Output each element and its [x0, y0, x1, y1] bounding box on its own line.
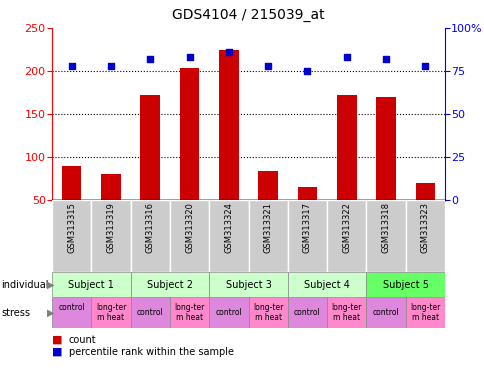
- Bar: [326, 200, 365, 272]
- Text: GSM313318: GSM313318: [381, 202, 390, 253]
- Point: [107, 63, 115, 69]
- Bar: [376, 97, 395, 200]
- Bar: [52, 297, 91, 328]
- Bar: [130, 272, 209, 297]
- Point: [342, 54, 350, 60]
- Bar: [287, 272, 365, 297]
- Text: GSM313321: GSM313321: [263, 202, 272, 253]
- Text: ■: ■: [52, 347, 62, 357]
- Point: [421, 63, 428, 69]
- Text: ▶: ▶: [47, 280, 54, 290]
- Text: long-ter
m heat: long-ter m heat: [174, 303, 204, 322]
- Bar: [209, 200, 248, 272]
- Bar: [91, 297, 130, 328]
- Bar: [91, 200, 130, 272]
- Text: count: count: [69, 335, 96, 345]
- Text: long-ter
m heat: long-ter m heat: [409, 303, 439, 322]
- Bar: [365, 297, 405, 328]
- Text: Subject 1: Subject 1: [68, 280, 114, 290]
- Text: GSM313324: GSM313324: [224, 202, 233, 253]
- Point: [68, 63, 76, 69]
- Bar: [415, 183, 434, 200]
- Bar: [169, 297, 209, 328]
- Bar: [130, 297, 169, 328]
- Text: GSM313319: GSM313319: [106, 202, 115, 253]
- Point: [185, 54, 193, 60]
- Bar: [287, 200, 326, 272]
- Point: [303, 68, 311, 74]
- Text: ▶: ▶: [47, 308, 54, 318]
- Text: ■: ■: [52, 335, 62, 345]
- Bar: [297, 187, 317, 200]
- Bar: [287, 297, 326, 328]
- Bar: [248, 200, 287, 272]
- Text: percentile rank within the sample: percentile rank within the sample: [69, 347, 233, 357]
- Text: long-ter
m heat: long-ter m heat: [253, 303, 283, 322]
- Text: Subject 5: Subject 5: [382, 280, 428, 290]
- Bar: [169, 200, 209, 272]
- Point: [146, 56, 154, 62]
- Text: Subject 4: Subject 4: [303, 280, 349, 290]
- Bar: [130, 200, 169, 272]
- Text: GSM313317: GSM313317: [302, 202, 311, 253]
- Bar: [405, 297, 444, 328]
- Bar: [365, 272, 444, 297]
- Text: control: control: [372, 308, 399, 317]
- Point: [225, 49, 232, 55]
- Text: long-ter
m heat: long-ter m heat: [95, 303, 126, 322]
- Text: GSM313323: GSM313323: [420, 202, 429, 253]
- Text: GSM313322: GSM313322: [342, 202, 350, 253]
- Bar: [326, 297, 365, 328]
- Text: Subject 2: Subject 2: [147, 280, 193, 290]
- Bar: [365, 200, 405, 272]
- Text: control: control: [293, 308, 320, 317]
- Bar: [52, 272, 130, 297]
- Text: individual: individual: [1, 280, 48, 290]
- Text: control: control: [136, 308, 163, 317]
- Point: [264, 63, 272, 69]
- Text: Subject 3: Subject 3: [225, 280, 271, 290]
- Bar: [101, 174, 121, 200]
- Bar: [140, 95, 160, 200]
- Text: control: control: [215, 308, 242, 317]
- Bar: [209, 272, 287, 297]
- Text: GDS4104 / 215039_at: GDS4104 / 215039_at: [172, 8, 324, 22]
- Bar: [52, 200, 91, 272]
- Text: stress: stress: [1, 308, 30, 318]
- Bar: [180, 68, 199, 200]
- Text: GSM313315: GSM313315: [67, 202, 76, 253]
- Bar: [248, 297, 287, 328]
- Text: long-ter
m heat: long-ter m heat: [331, 303, 361, 322]
- Bar: [336, 95, 356, 200]
- Bar: [258, 171, 277, 200]
- Text: GSM313320: GSM313320: [185, 202, 194, 253]
- Text: GSM313316: GSM313316: [146, 202, 154, 253]
- Bar: [209, 297, 248, 328]
- Bar: [61, 166, 81, 200]
- Text: control: control: [58, 303, 85, 322]
- Bar: [219, 50, 238, 200]
- Point: [381, 56, 389, 62]
- Bar: [405, 200, 444, 272]
